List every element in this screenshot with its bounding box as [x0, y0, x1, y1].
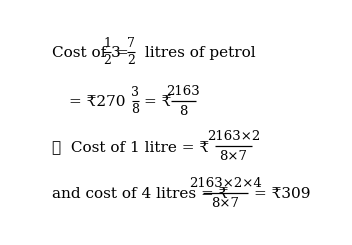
Text: 7: 7: [127, 37, 135, 50]
Text: and cost of 4 litres = ₹: and cost of 4 litres = ₹: [52, 187, 228, 201]
Text: 3: 3: [131, 86, 139, 99]
Text: 1: 1: [103, 37, 111, 50]
Text: 2: 2: [127, 54, 135, 67]
Text: = ₹: = ₹: [144, 95, 171, 109]
Text: 8×7: 8×7: [220, 150, 247, 163]
Text: = ₹270: = ₹270: [69, 95, 125, 109]
Text: ∴  Cost of 1 litre = ₹: ∴ Cost of 1 litre = ₹: [52, 140, 209, 154]
Text: litres of petrol: litres of petrol: [140, 46, 256, 60]
Text: 8: 8: [131, 103, 139, 116]
Text: = ₹309: = ₹309: [254, 187, 310, 201]
Text: =: =: [116, 46, 128, 60]
Text: 2163×2×4: 2163×2×4: [189, 177, 262, 190]
Text: 8×7: 8×7: [212, 197, 239, 210]
Text: 2: 2: [103, 54, 111, 67]
Text: 8: 8: [179, 105, 187, 118]
Text: 2163: 2163: [166, 85, 200, 98]
Text: Cost of 3: Cost of 3: [52, 46, 121, 60]
Text: 2163×2: 2163×2: [207, 130, 260, 143]
